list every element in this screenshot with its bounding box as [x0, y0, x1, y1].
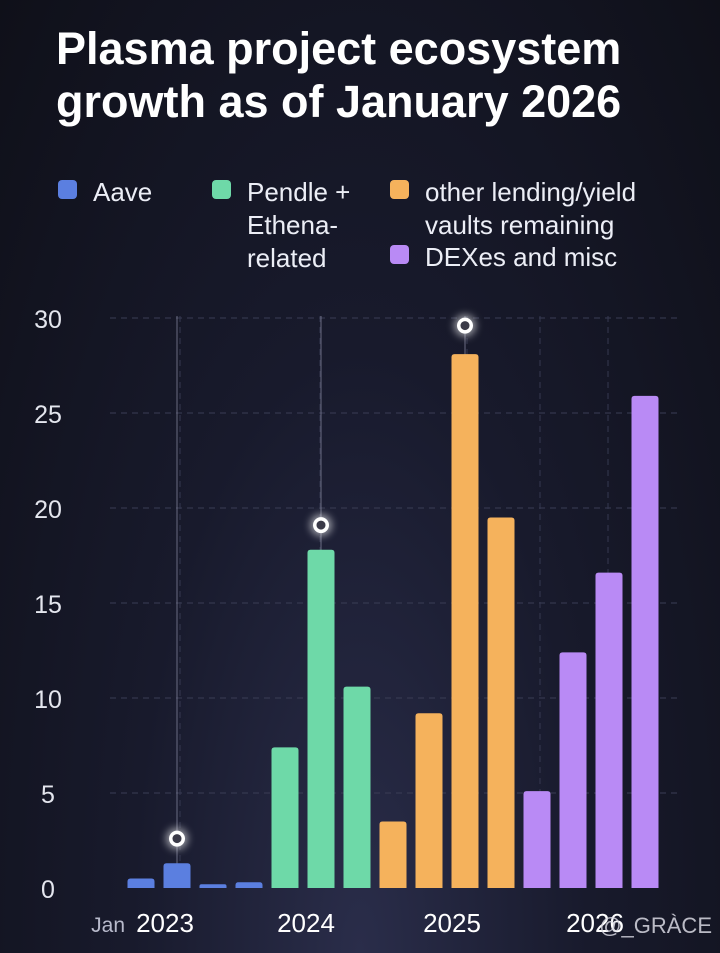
- y-axis: 0 5 10 15 20 25 30: [34, 306, 62, 904]
- bar-series3-0: [523, 791, 551, 888]
- legend-label-other-lending: other lending/yield vaults remaining: [425, 177, 637, 240]
- x-tick-label-2026: 2026: [566, 908, 624, 938]
- x-tick-label-2025: 2025: [423, 908, 481, 938]
- y-tick-label-30: 30: [34, 306, 62, 334]
- bar-series0-1: [163, 863, 191, 888]
- chart-title: Plasma project ecosystem growth as of Ja…: [56, 23, 622, 127]
- y-tick-label-0: 0: [41, 876, 55, 904]
- legend-swatch-dexes: [390, 245, 409, 264]
- legend-swatch-aave: [58, 180, 77, 199]
- bar-series2-2: [451, 354, 479, 889]
- legend: Aave Pendle + Ethena- related other lend…: [0, 0, 720, 280]
- bar-series0-0: [127, 878, 155, 888]
- y-tick-label-20: 20: [34, 496, 62, 524]
- bar-series1-1: [307, 549, 335, 888]
- watermark: @_GRÀCE: [599, 913, 712, 938]
- bars: [127, 354, 659, 889]
- bar-series3-2: [595, 572, 623, 888]
- y-tick-label-15: 15: [34, 591, 62, 619]
- x-tick-label-2023: 2023: [136, 908, 194, 938]
- marker-dot-inner-1: [316, 520, 326, 530]
- x-tick-prefix: Jan: [91, 914, 125, 937]
- legend-item-other-lending: other lending/yield vaults remaining: [390, 176, 636, 242]
- y-tick-label-5: 5: [41, 781, 55, 809]
- bar-series2-0: [379, 821, 407, 888]
- bar-series1-0: [271, 747, 299, 888]
- legend-item-pendle-ethena: Pendle + Ethena- related: [212, 176, 350, 275]
- gridlines: [110, 316, 680, 888]
- bar-series2-3: [487, 517, 515, 888]
- bar-series2-1: [415, 713, 443, 888]
- legend-label-pendle-ethena: Pendle + Ethena- related: [247, 177, 351, 273]
- bar-series3-3: [631, 395, 659, 888]
- y-tick-label-25: 25: [34, 401, 62, 429]
- marker-dot-inner-2: [460, 321, 470, 331]
- x-tick-label-2024: 2024: [277, 908, 335, 938]
- x-axis: 2023 Jan 2024 2025 2026: [91, 908, 624, 938]
- bar-series3-1: [559, 652, 587, 888]
- legend-label-dexes: DEXes and misc: [425, 242, 618, 272]
- y-tick-label-10: 10: [34, 686, 62, 714]
- marker-dot-inner-0: [172, 834, 182, 844]
- bar-series0-3: [235, 882, 263, 888]
- legend-swatch-other-lending: [390, 180, 409, 199]
- legend-item-dexes: DEXes and misc: [390, 241, 617, 274]
- bar-series0-2: [199, 884, 227, 888]
- legend-swatch-pendle-ethena: [212, 180, 231, 199]
- bar-series1-2: [343, 686, 371, 888]
- legend-item-aave: Aave: [58, 176, 152, 209]
- legend-label-aave: Aave: [93, 177, 153, 207]
- highlight-markers: [166, 314, 476, 850]
